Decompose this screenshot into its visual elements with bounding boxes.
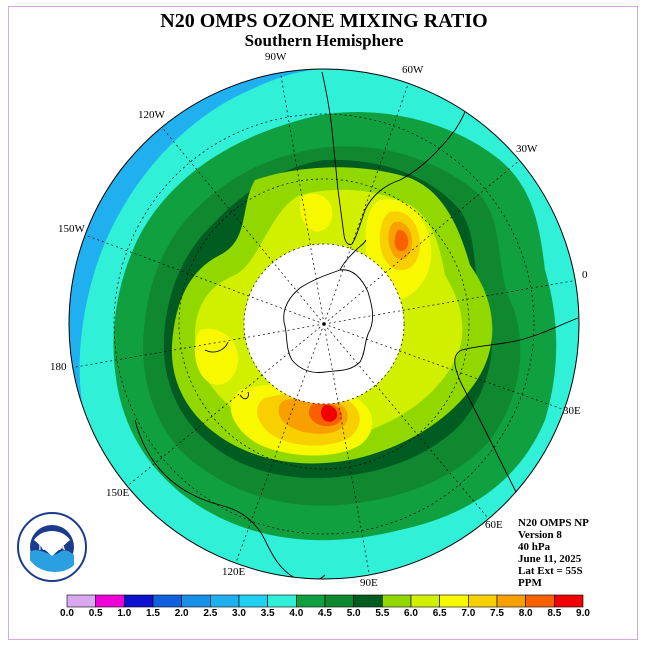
colorbar-tick-label: 7.5: [490, 608, 504, 619]
colorbar-swatch-6.5: [439, 594, 469, 608]
antarctic-peninsula: [339, 239, 367, 271]
longitude-labels: 90W 60W 30W 0 30E 60E 90E 120E 150E 180 …: [50, 51, 588, 589]
lon-label-30w: 30W: [516, 143, 538, 155]
colorbar-swatch-2.5: [210, 594, 240, 608]
new-zealand-coastline: [204, 341, 249, 400]
colorbar-swatch-3.0: [238, 594, 268, 608]
noaa-logo: NOAA: [17, 512, 87, 582]
lon-label-150w: 150W: [58, 223, 86, 235]
info-panel: N20 OMPS NP Version 8 40 hPa June 11, 20…: [518, 517, 589, 589]
colorbar-swatch-3.5: [267, 594, 297, 608]
colorbar-swatch-0.5: [95, 594, 125, 608]
colorbar-tick-label: 3.0: [232, 608, 246, 619]
lon-label-150e: 150E: [106, 487, 130, 499]
info-pressure: 40 hPa: [518, 541, 551, 553]
contour-band-6.5c: [299, 193, 333, 232]
colorbar-swatch-1.5: [152, 594, 182, 608]
map-subtitle: Southern Hemisphere: [244, 31, 404, 50]
colorbar-tick-label: 5.0: [346, 608, 361, 619]
lon-label-90w: 90W: [265, 51, 287, 63]
colorbar-swatch-8.0: [525, 594, 555, 608]
colorbar-tick-label: 6.5: [432, 608, 447, 619]
colorbar-tick-label: 2.0: [174, 608, 189, 619]
colorbar-swatch-8.5: [554, 594, 584, 608]
colorbar-tick-label: 4.5: [318, 608, 332, 619]
colorbar-tick-label: 1.5: [146, 608, 160, 619]
lon-label-60e: 60E: [485, 519, 503, 531]
lon-label-180: 180: [50, 361, 67, 373]
colorbar-swatch-0.0: [66, 594, 96, 608]
colorbar-tick-label: 7.0: [461, 608, 476, 619]
colorbar-tick-label: 4.0: [289, 608, 304, 619]
colorbar-tick-label: 3.5: [260, 608, 275, 619]
lon-label-60w: 60W: [402, 64, 424, 76]
colorbar-tick-label: 0.5: [88, 608, 103, 619]
ozone-field: [69, 69, 579, 579]
colorbar-swatch-4.0: [296, 594, 326, 608]
lon-label-0: 0: [582, 269, 588, 281]
colorbar-tick-label: 1.0: [117, 608, 132, 619]
contour-band-8.0: [394, 229, 409, 252]
lon-label-90e: 90E: [360, 577, 378, 589]
map-title: N20 OMPS OZONE MIXING RATIO: [160, 10, 488, 32]
info-units: PPM: [518, 577, 542, 589]
lon-label-120w: 120W: [138, 109, 166, 121]
colorbar-tick-label: 2.5: [203, 608, 218, 619]
info-product: N20 OMPS NP: [518, 517, 589, 529]
south-america-coastline: [321, 71, 473, 245]
colorbar-tick-label: 0.0: [60, 608, 74, 619]
antarctica-coastline: [283, 269, 374, 373]
colorbar-swatch-2.0: [181, 594, 211, 608]
colorbar-swatch-1.0: [124, 594, 154, 608]
colorbar-swatch-7.0: [468, 594, 498, 608]
info-version: Version 8: [518, 529, 562, 541]
colorbar-tick-label: 8.0: [518, 608, 533, 619]
colorbar-tick-label: 8.5: [547, 608, 562, 619]
colorbar-tick-label: 5.5: [375, 608, 390, 619]
colorbar-swatch-7.5: [496, 594, 526, 608]
colorbar-tick-label: 9.0: [576, 608, 590, 619]
contour-band-8.5: [321, 405, 338, 422]
info-date: June 11, 2025: [518, 553, 582, 565]
colorbar-swatch-4.5: [324, 594, 354, 608]
noaa-logo-text: NOAA: [39, 542, 66, 552]
colorbar-swatch-6.0: [410, 594, 440, 608]
graticule: [69, 69, 579, 579]
colorbar: [66, 594, 584, 608]
lon-label-30e: 30E: [563, 405, 581, 417]
info-lat-ext: Lat Ext = 55S: [518, 565, 583, 577]
lon-label-120e: 120E: [222, 566, 246, 578]
map-boundary: [68, 68, 580, 580]
colorbar-swatch-5.0: [353, 594, 383, 608]
colorbar-swatch-5.5: [382, 594, 412, 608]
colorbar-tick-label: 6.0: [404, 608, 418, 619]
